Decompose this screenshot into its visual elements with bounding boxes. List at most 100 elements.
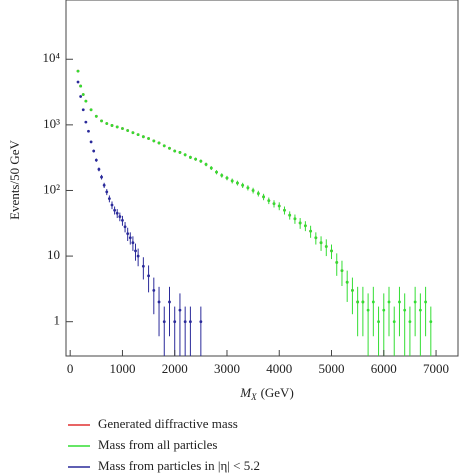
- data-point: [162, 320, 166, 324]
- legend-label: Mass from all particles: [98, 437, 218, 452]
- x-tick-label: 3000: [214, 361, 240, 376]
- data-point: [162, 144, 166, 148]
- x-tick-label: 0: [67, 361, 74, 376]
- data-point: [408, 320, 412, 324]
- data-point: [173, 149, 177, 153]
- data-point: [113, 208, 117, 212]
- data-point: [107, 197, 111, 201]
- data-point: [377, 320, 380, 324]
- data-point: [87, 129, 90, 133]
- y-tick-label: 1: [54, 313, 61, 328]
- data-point: [147, 274, 150, 278]
- data-point: [152, 139, 156, 143]
- data-point: [340, 269, 344, 273]
- data-point: [128, 236, 132, 240]
- data-point: [314, 236, 318, 240]
- data-point: [81, 93, 85, 96]
- data-point: [105, 122, 109, 125]
- legend: Generated diffractive mass Mass from all …: [68, 416, 260, 473]
- data-point: [319, 241, 323, 245]
- data-point: [89, 108, 93, 112]
- data-point: [241, 183, 245, 187]
- data-point: [126, 129, 130, 132]
- data-point: [262, 195, 265, 199]
- data-point: [178, 308, 182, 312]
- y-tick-label: 10: [47, 247, 60, 262]
- data-point: [236, 181, 239, 185]
- data-point: [371, 300, 375, 304]
- data-point: [288, 213, 292, 217]
- data-point: [351, 288, 354, 292]
- data-point: [152, 288, 156, 292]
- data-point: [225, 176, 229, 180]
- x-tick-label: 7000: [423, 361, 449, 376]
- x-label-unit: (GeV): [261, 385, 294, 400]
- x-label-sub: X: [250, 392, 257, 402]
- data-point: [89, 140, 93, 144]
- data-point: [303, 224, 307, 228]
- data-point: [105, 190, 109, 194]
- data-point: [387, 300, 391, 304]
- data-point: [121, 127, 124, 130]
- data-point: [100, 119, 103, 123]
- data-point: [131, 131, 135, 135]
- data-point: [330, 249, 333, 253]
- data-point: [131, 241, 135, 245]
- data-point: [168, 146, 171, 150]
- data-point: [118, 215, 122, 218]
- data-point: [424, 300, 427, 304]
- data-point: [94, 114, 98, 118]
- data-point: [366, 308, 370, 312]
- plot-area: [76, 69, 433, 356]
- data-point: [100, 175, 103, 179]
- x-tick-label: 4000: [266, 361, 292, 376]
- data-point: [115, 211, 119, 215]
- data-point: [215, 170, 218, 174]
- y-tick-label: 10²: [43, 181, 60, 196]
- data-point: [136, 254, 140, 258]
- x-tick-label: 5000: [319, 361, 345, 376]
- data-point: [392, 320, 396, 324]
- data-point: [178, 151, 182, 154]
- data-point: [345, 280, 349, 284]
- data-point: [194, 157, 198, 161]
- data-point: [141, 264, 145, 268]
- y-tick-label: 10³: [43, 116, 60, 131]
- data-point: [84, 99, 88, 103]
- data-point: [382, 308, 386, 312]
- data-point: [413, 300, 417, 304]
- data-point: [403, 308, 407, 312]
- data-point: [183, 153, 187, 157]
- x-axis-label: MX (GeV): [239, 385, 294, 402]
- data-point: [335, 261, 339, 264]
- data-point: [147, 137, 150, 140]
- data-point: [97, 167, 101, 171]
- plot-frame: [65, 0, 459, 357]
- data-point: [183, 320, 187, 324]
- data-point: [256, 192, 260, 195]
- data-point: [188, 320, 192, 324]
- data-point: [110, 203, 114, 207]
- data-point: [283, 208, 286, 212]
- data-point: [121, 218, 124, 222]
- data-point: [209, 166, 213, 170]
- data-point: [81, 108, 85, 112]
- x-tick-label: 6000: [371, 361, 397, 376]
- data-point: [79, 84, 83, 88]
- data-point: [277, 204, 281, 208]
- x-tick-label: 1000: [109, 361, 135, 376]
- data-point: [267, 199, 271, 203]
- data-point: [102, 183, 106, 187]
- data-point: [309, 229, 313, 233]
- data-point: [398, 300, 401, 304]
- data-point: [141, 135, 145, 139]
- data-point: [188, 155, 192, 159]
- data-point: [110, 124, 114, 127]
- x-tick-label: 2000: [162, 361, 188, 376]
- legend-label: Mass from particles in |η| < 5.2: [98, 458, 260, 473]
- data-point: [76, 80, 80, 84]
- data-point: [126, 232, 130, 236]
- data-point: [136, 133, 140, 137]
- data-point: [157, 300, 161, 304]
